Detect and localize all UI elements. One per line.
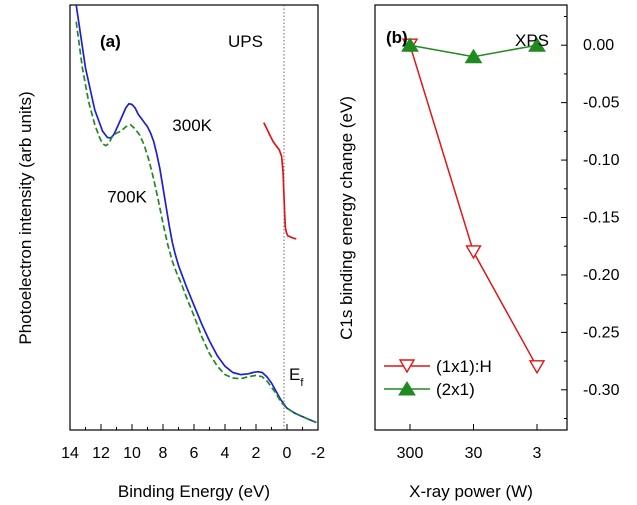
x-tick-label: 0 — [283, 445, 292, 462]
panel-b-y-axis-label: C1s binding energy change (eV) — [337, 96, 356, 340]
y-tick-label: -0.10 — [583, 152, 620, 169]
fermi-level-label: Ef — [289, 365, 304, 389]
curve-fermi-edge — [263, 122, 297, 240]
label-700k: 700K — [107, 187, 147, 206]
y-tick-label: -0.20 — [583, 267, 620, 284]
data-point-1x1h — [465, 245, 482, 260]
y-tick-label: -0.15 — [583, 210, 620, 227]
data-point-1x1h — [528, 360, 546, 375]
y-tick-label: -0.30 — [583, 382, 620, 399]
legend-label-2x1: (2x1) — [436, 380, 475, 399]
x-tick-label: -2 — [311, 445, 325, 462]
x-tick-label: 300 — [397, 445, 424, 462]
panel-b-series — [401, 37, 546, 375]
xps-annotation: XPS — [515, 31, 549, 50]
y-tick-label: 0.00 — [583, 37, 614, 54]
x-tick-label: 10 — [123, 445, 141, 462]
panel-b-x-axis-label: X-ray power (W) — [409, 482, 533, 501]
x-tick-label: 4 — [221, 445, 230, 462]
panel-a-frame — [69, 4, 319, 431]
curve-700k — [75, 21, 317, 424]
legend-marker-1x1h — [398, 359, 416, 374]
legend-marker-2x1 — [398, 381, 416, 396]
series-line-1x1h — [409, 44, 538, 368]
data-point-2x1 — [528, 37, 546, 52]
panel-a-y-axis-label: Photoelectron intensity (arb units) — [16, 91, 35, 344]
label-300k: 300K — [172, 116, 212, 135]
panel-a-x-axis-label: Binding Energy (eV) — [118, 482, 270, 501]
curve-300k — [75, 4, 317, 424]
x-tick-label: 2 — [252, 445, 261, 462]
data-point-2x1 — [464, 48, 483, 64]
panel-a-curves — [75, 4, 317, 424]
y-tick-label: -0.05 — [583, 95, 620, 112]
panel-b-legend: (1x1):H (2x1) — [384, 357, 492, 399]
panel-a-label: (a) — [100, 32, 121, 51]
x-tick-label: 6 — [190, 445, 199, 462]
panel-a-x-ticks: 14 12 10 8 6 4 2 0 -2 — [61, 424, 325, 462]
x-tick-label: 30 — [465, 445, 483, 462]
data-point-2x1 — [401, 37, 419, 52]
panel-b-xps: 0.00 -0.05 -0.10 -0.15 -0.20 -0.25 -0.30 300 30 3… — [337, 4, 620, 501]
panel-b-label: (b) — [386, 28, 408, 47]
panel-a-ups: 14 12 10 8 6 4 2 0 -2 (a) UPS Ef 300K 700K Bindi… — [16, 4, 325, 501]
x-tick-label: 8 — [159, 445, 168, 462]
x-tick-label: 14 — [61, 445, 79, 462]
panel-b-ticks: 0.00 -0.05 -0.10 -0.15 -0.20 -0.25 -0.30 300 30 3 — [397, 15, 620, 462]
ups-annotation: UPS — [228, 32, 263, 51]
x-tick-label: 12 — [92, 445, 110, 462]
x-tick-label: 3 — [533, 445, 542, 462]
legend-label-1x1h: (1x1):H — [436, 357, 492, 376]
y-tick-label: -0.25 — [583, 324, 620, 341]
